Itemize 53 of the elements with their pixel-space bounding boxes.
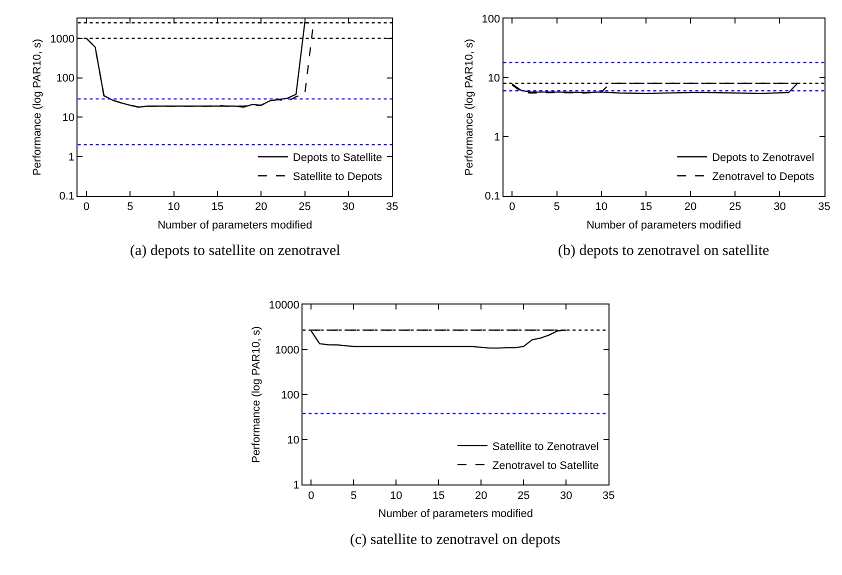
y-axis-title: Performance (log PAR10, s) bbox=[250, 326, 262, 463]
x-tick-label: 25 bbox=[298, 201, 311, 214]
y-tick-label: 100 bbox=[281, 389, 300, 402]
y-tick-label: 10000 bbox=[268, 299, 300, 312]
x-tick-label: 0 bbox=[308, 490, 314, 502]
x-tick-label: 10 bbox=[595, 201, 608, 214]
x-tick-label: 0 bbox=[509, 201, 516, 214]
y-tick-label: 1 bbox=[293, 480, 300, 492]
x-tick-label: 35 bbox=[602, 490, 615, 502]
legend-label: Satellite to Depots bbox=[292, 171, 383, 184]
x-axis-title: Number of parameters modified bbox=[586, 219, 742, 232]
legend-label: Zenotravel to Depots bbox=[712, 171, 815, 184]
y-tick-label: 10 bbox=[62, 112, 75, 124]
text: (a) depots to satellite on zenotravel bbox=[130, 243, 340, 259]
y-tick-label: 1000 bbox=[274, 344, 300, 356]
x-tick-label: 5 bbox=[350, 490, 357, 502]
x-tick-label: 25 bbox=[517, 490, 530, 502]
legend-label: Satellite to Zenotravel bbox=[492, 440, 599, 453]
x-tick-label: 10 bbox=[168, 201, 180, 214]
x-axis-title: Number of parameters modified bbox=[378, 508, 533, 520]
y-tick-label: 0.1 bbox=[484, 190, 500, 203]
x-tick-label: 0 bbox=[83, 201, 90, 214]
x-tick-label: 20 bbox=[474, 490, 488, 502]
y-tick-label: 1000 bbox=[50, 33, 75, 46]
x-tick-label: 30 bbox=[342, 201, 355, 214]
x-tick-label: 20 bbox=[254, 201, 268, 214]
x-tick-label: 30 bbox=[774, 201, 786, 214]
x-tick-label: 35 bbox=[818, 201, 830, 214]
legend-label: Depots to Satellite bbox=[292, 152, 382, 164]
y-tick-label: 10 bbox=[488, 72, 500, 84]
y-tick-label: 100 bbox=[482, 13, 500, 26]
y-axis-title: Performance (log PAR10, s) bbox=[463, 38, 476, 176]
text: (b) depots to zenotravel on satellite bbox=[558, 243, 770, 259]
x-tick-label: 5 bbox=[554, 201, 560, 214]
legend-label: Zenotravel to Satellite bbox=[492, 460, 599, 472]
x-tick-label: 10 bbox=[390, 490, 402, 502]
x-tick-label: 15 bbox=[432, 490, 445, 502]
y-tick-label: 10 bbox=[287, 434, 300, 446]
y-tick-label: 1 bbox=[494, 132, 500, 144]
y-axis-title: Performance (log PAR10, s) bbox=[32, 38, 44, 176]
x-tick-label: 15 bbox=[640, 201, 652, 214]
y-tick-label: 100 bbox=[56, 72, 75, 85]
text: (c) satellite to zenotravel on depots bbox=[350, 532, 560, 548]
y-tick-label: 1 bbox=[68, 151, 75, 164]
x-tick-label: 25 bbox=[728, 201, 742, 214]
legend-label: Depots to Zenotravel bbox=[712, 152, 814, 164]
x-tick-label: 20 bbox=[684, 201, 697, 214]
x-tick-label: 35 bbox=[386, 201, 398, 214]
x-tick-label: 30 bbox=[560, 490, 572, 502]
x-axis-title: Number of parameters modified bbox=[158, 219, 312, 232]
y-tick-label: 0.1 bbox=[59, 190, 75, 203]
x-tick-label: 5 bbox=[127, 201, 134, 214]
x-tick-label: 15 bbox=[211, 201, 224, 214]
